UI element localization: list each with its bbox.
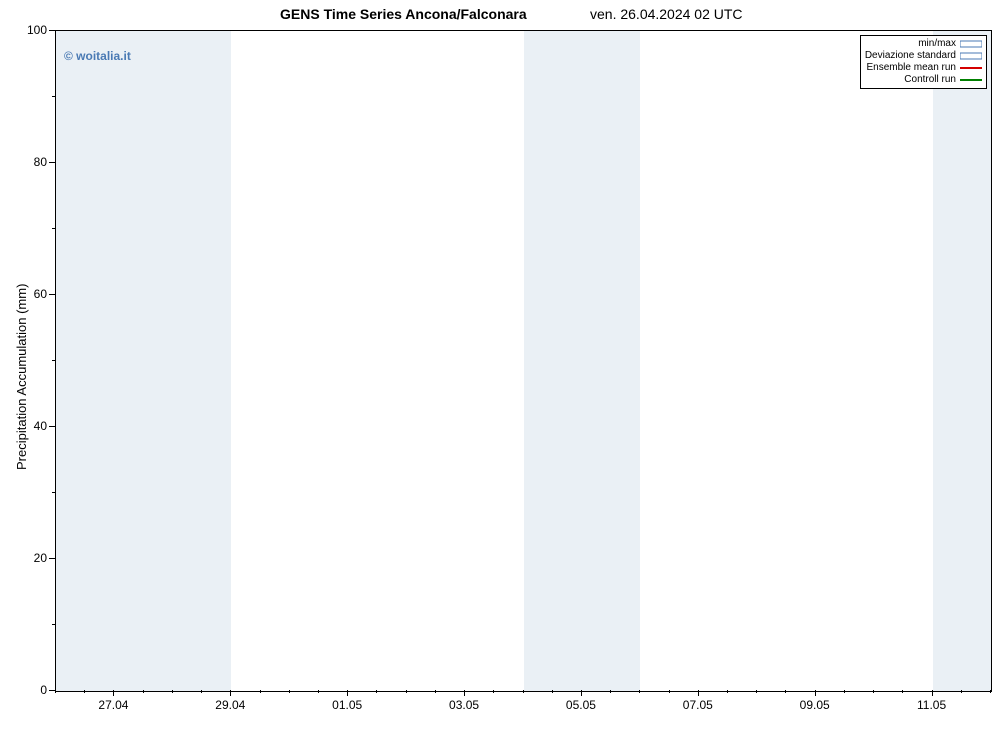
x-minor-tick-mark <box>55 690 56 693</box>
x-minor-tick-mark <box>376 690 377 693</box>
legend-item-label: Ensemble mean run <box>867 62 957 74</box>
y-tick-label: 100 <box>19 23 47 37</box>
y-minor-tick-mark <box>52 360 55 361</box>
x-tick-mark <box>698 690 699 696</box>
x-minor-tick-mark <box>406 690 407 693</box>
x-minor-tick-mark <box>289 690 290 693</box>
y-tick-label: 20 <box>19 551 47 565</box>
x-tick-label: 09.05 <box>800 698 830 712</box>
legend-item: Controll run <box>865 74 982 86</box>
x-minor-tick-mark <box>873 690 874 693</box>
y-tick-label: 60 <box>19 287 47 301</box>
y-tick-mark <box>49 162 55 163</box>
legend-item-label: Controll run <box>904 74 956 86</box>
y-tick-mark <box>49 426 55 427</box>
legend-item-label: Deviazione standard <box>865 50 956 62</box>
legend-swatch <box>960 76 982 84</box>
x-minor-tick-mark <box>143 690 144 693</box>
x-minor-tick-mark <box>493 690 494 693</box>
y-tick-mark <box>49 558 55 559</box>
watermark-text: © woitalia.it <box>64 49 131 63</box>
weekend-band <box>933 31 991 691</box>
x-tick-label: 05.05 <box>566 698 596 712</box>
legend-item: Deviazione standard <box>865 50 982 62</box>
x-minor-tick-mark <box>961 690 962 693</box>
x-tick-mark <box>581 690 582 696</box>
chart-container: GENS Time Series Ancona/Falconara ven. 2… <box>0 0 1000 733</box>
x-minor-tick-mark <box>639 690 640 693</box>
x-tick-mark <box>464 690 465 696</box>
x-minor-tick-mark <box>844 690 845 693</box>
legend-item-label: min/max <box>918 38 956 50</box>
y-minor-tick-mark <box>52 624 55 625</box>
legend-box: min/maxDeviazione standardEnsemble mean … <box>860 35 987 89</box>
plot-area: © woitalia.it min/maxDeviazione standard… <box>55 30 992 692</box>
x-tick-mark <box>932 690 933 696</box>
legend-swatch <box>960 64 982 72</box>
y-tick-mark <box>49 30 55 31</box>
x-minor-tick-mark <box>990 690 991 693</box>
x-tick-mark <box>113 690 114 696</box>
x-tick-label: 27.04 <box>98 698 128 712</box>
chart-title-left: GENS Time Series Ancona/Falconara <box>280 6 527 22</box>
x-tick-mark <box>347 690 348 696</box>
x-tick-mark <box>815 690 816 696</box>
x-tick-label: 01.05 <box>332 698 362 712</box>
legend-swatch <box>960 52 982 60</box>
x-minor-tick-mark <box>727 690 728 693</box>
y-axis-label: Precipitation Accumulation (mm) <box>14 284 29 470</box>
weekend-band <box>56 31 231 691</box>
x-minor-tick-mark <box>260 690 261 693</box>
y-minor-tick-mark <box>52 96 55 97</box>
chart-title-right: ven. 26.04.2024 02 UTC <box>590 6 743 22</box>
x-minor-tick-mark <box>523 690 524 693</box>
x-minor-tick-mark <box>610 690 611 693</box>
legend-item: Ensemble mean run <box>865 62 982 74</box>
x-minor-tick-mark <box>201 690 202 693</box>
x-tick-label: 07.05 <box>683 698 713 712</box>
weekend-band <box>524 31 641 691</box>
y-tick-mark <box>49 294 55 295</box>
x-minor-tick-mark <box>785 690 786 693</box>
y-minor-tick-mark <box>52 492 55 493</box>
x-minor-tick-mark <box>84 690 85 693</box>
x-tick-mark <box>230 690 231 696</box>
y-minor-tick-mark <box>52 228 55 229</box>
x-minor-tick-mark <box>435 690 436 693</box>
legend-swatch <box>960 40 982 48</box>
x-minor-tick-mark <box>756 690 757 693</box>
x-minor-tick-mark <box>552 690 553 693</box>
x-minor-tick-mark <box>669 690 670 693</box>
x-minor-tick-mark <box>902 690 903 693</box>
x-minor-tick-mark <box>318 690 319 693</box>
y-tick-label: 0 <box>19 683 47 697</box>
x-tick-label: 11.05 <box>917 698 946 712</box>
y-tick-label: 40 <box>19 419 47 433</box>
x-minor-tick-mark <box>172 690 173 693</box>
y-tick-label: 80 <box>19 155 47 169</box>
x-tick-label: 03.05 <box>449 698 479 712</box>
x-tick-label: 29.04 <box>215 698 245 712</box>
legend-item: min/max <box>865 38 982 50</box>
